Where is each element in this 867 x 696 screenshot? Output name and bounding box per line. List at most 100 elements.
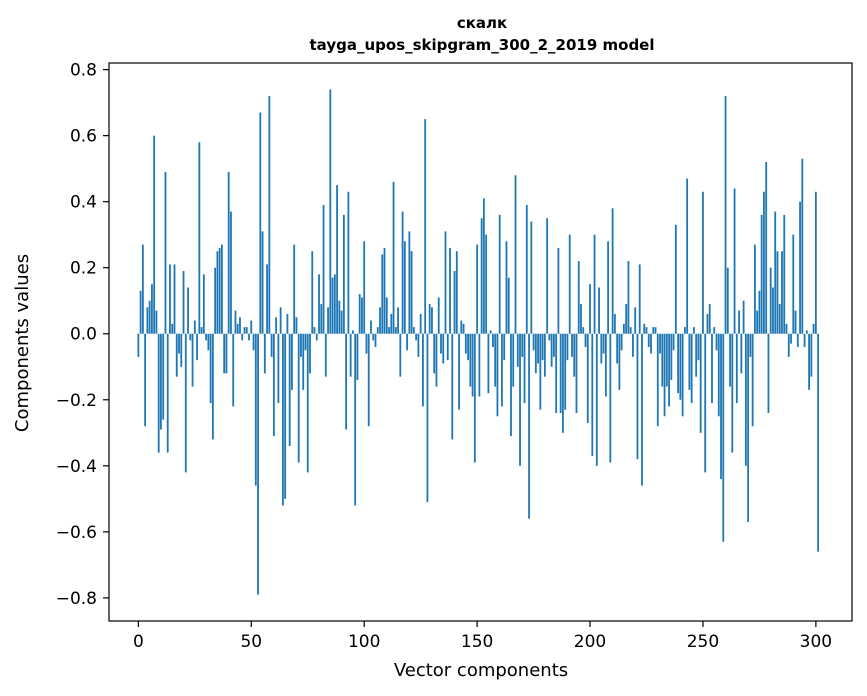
bar — [279, 307, 282, 334]
bar — [751, 333, 754, 427]
bar — [248, 333, 250, 341]
bar — [602, 333, 605, 354]
y-axis-ticks: −0.8 −0.6 −0.4 −0.2 0.0 0.2 0.4 0.6 0.8 — [56, 61, 109, 609]
bar — [383, 247, 386, 334]
bar — [758, 290, 761, 334]
bar — [604, 333, 607, 397]
bar — [329, 89, 332, 334]
bar — [492, 333, 494, 347]
bar — [787, 333, 790, 357]
bar — [580, 304, 582, 334]
bar — [417, 333, 420, 357]
bar — [652, 327, 655, 334]
bar — [412, 327, 415, 334]
bar — [200, 327, 203, 334]
bar — [333, 274, 336, 334]
bar — [749, 333, 752, 357]
bar — [634, 307, 637, 334]
bar — [496, 333, 499, 417]
bar — [609, 333, 612, 463]
bar — [668, 333, 670, 407]
y-tick-label: 0.6 — [70, 127, 97, 147]
bar — [598, 287, 600, 334]
bar — [591, 333, 594, 456]
bar — [252, 333, 255, 351]
bar — [424, 119, 427, 334]
bar — [148, 300, 151, 334]
bar — [354, 333, 357, 506]
bar — [683, 327, 686, 334]
bar — [778, 304, 781, 334]
bar — [799, 201, 801, 334]
bar — [774, 211, 777, 334]
x-tick-label: 100 — [348, 632, 380, 652]
bar — [376, 327, 379, 334]
bar — [236, 323, 239, 334]
bar — [146, 307, 149, 334]
bar — [202, 274, 205, 334]
bar — [577, 261, 580, 334]
bar — [808, 333, 810, 390]
bar — [724, 96, 727, 334]
bar — [422, 333, 424, 407]
bar — [790, 333, 792, 344]
bar — [178, 333, 180, 354]
bar — [571, 333, 573, 357]
bar — [399, 333, 402, 377]
bar — [740, 333, 743, 374]
bar — [257, 333, 259, 595]
bar — [315, 333, 318, 341]
bar — [218, 247, 221, 334]
bar — [349, 333, 352, 377]
bar — [557, 247, 560, 334]
bar — [164, 171, 167, 334]
bar — [408, 231, 411, 334]
bar — [211, 333, 214, 440]
bar — [169, 264, 171, 334]
bar — [661, 333, 664, 387]
bar — [309, 333, 311, 374]
bar — [650, 333, 652, 354]
bar — [575, 333, 578, 413]
bar — [726, 267, 729, 334]
bar — [266, 264, 268, 334]
bar — [810, 333, 813, 377]
bar — [363, 241, 366, 334]
bar — [306, 333, 309, 473]
bar — [523, 333, 526, 404]
x-tick-label: 250 — [687, 632, 719, 652]
bar — [760, 214, 763, 334]
bar — [268, 96, 271, 334]
bar — [214, 267, 217, 334]
bar — [230, 211, 232, 334]
bar — [196, 333, 198, 361]
plot-frame — [108, 62, 853, 622]
x-tick-label: 150 — [461, 632, 493, 652]
bar — [467, 333, 469, 361]
bar — [392, 181, 395, 334]
bar — [674, 224, 677, 334]
bar — [293, 244, 296, 334]
bar — [702, 191, 704, 334]
bar — [451, 333, 454, 440]
bar — [729, 333, 731, 387]
bar — [464, 333, 467, 354]
bar — [390, 313, 393, 334]
bar — [281, 333, 284, 506]
bar — [742, 300, 745, 334]
bar — [566, 333, 569, 361]
bar — [487, 333, 490, 394]
bar — [241, 333, 244, 341]
bar — [568, 234, 571, 334]
bar — [385, 297, 388, 334]
bar — [166, 333, 169, 453]
y-tick-label: 0.0 — [70, 325, 97, 345]
x-tick-label: 200 — [574, 632, 606, 652]
bar — [277, 333, 280, 404]
bar — [151, 284, 153, 334]
bar — [139, 290, 142, 334]
y-tick-label: −0.8 — [56, 589, 97, 609]
bar — [616, 333, 619, 364]
bar — [801, 158, 804, 334]
